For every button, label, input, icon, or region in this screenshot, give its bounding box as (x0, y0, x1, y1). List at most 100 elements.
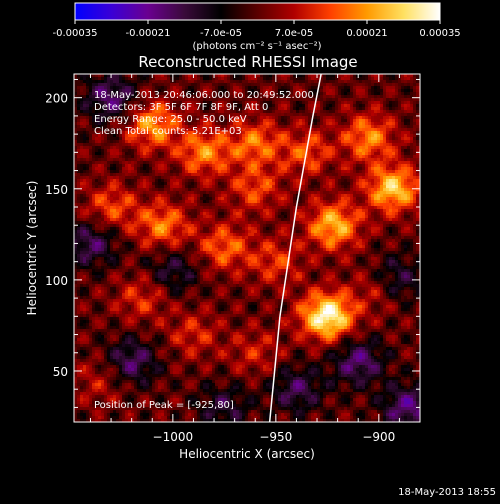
heatmap-cell (119, 185, 123, 189)
heatmap-cell (161, 239, 165, 243)
heatmap-cell (110, 311, 114, 315)
heatmap-cell (98, 290, 102, 294)
heatmap-cell (113, 260, 117, 264)
heatmap-cell (125, 227, 129, 231)
heatmap-cell (143, 218, 147, 222)
heatmap-cell (95, 314, 99, 318)
heatmap-cell (200, 359, 204, 363)
heatmap-cell (125, 272, 129, 276)
heatmap-cell (134, 365, 138, 369)
heatmap-cell (98, 197, 102, 201)
heatmap-cell (77, 266, 81, 270)
heatmap-cell (161, 152, 165, 156)
heatmap-cell (104, 230, 108, 234)
heatmap-cell (92, 269, 96, 273)
heatmap-cell (191, 140, 195, 144)
heatmap-cell (188, 194, 192, 198)
heatmap-cell (128, 353, 132, 357)
heatmap-cell (74, 281, 78, 285)
heatmap-cell (185, 275, 189, 279)
heatmap-cell (98, 341, 102, 345)
heatmap-cell (134, 389, 138, 393)
heatmap-cell (170, 380, 174, 384)
heatmap-cell (143, 329, 147, 333)
heatmap-cell (185, 338, 189, 342)
heatmap-cell (197, 245, 201, 249)
heatmap-cell (122, 371, 126, 375)
heatmap-cell (104, 332, 108, 336)
heatmap-cell (140, 203, 144, 207)
heatmap-cell (167, 323, 171, 327)
heatmap-cell (74, 155, 78, 159)
heatmap-cell (158, 218, 162, 222)
heatmap-cell (131, 266, 135, 270)
heatmap-cell (146, 146, 150, 150)
heatmap-cell (146, 218, 150, 222)
heatmap-cell (128, 74, 132, 78)
heatmap-cell (143, 371, 147, 375)
heatmap-cell (185, 314, 189, 318)
heatmap-cell (83, 257, 87, 261)
heatmap-cell (143, 155, 147, 159)
heatmap-cell (86, 311, 90, 315)
heatmap-cell (134, 239, 138, 243)
heatmap-cell (164, 335, 168, 339)
heatmap-cell (86, 188, 90, 192)
heatmap-cell (137, 236, 141, 240)
heatmap-cell (128, 287, 132, 291)
heatmap-cell (188, 317, 192, 321)
heatmap-cell (137, 224, 141, 228)
heatmap-cell (119, 203, 123, 207)
heatmap-cell (89, 314, 93, 318)
heatmap-cell (125, 203, 129, 207)
heatmap-cell (104, 209, 108, 213)
heatmap-cell (86, 389, 90, 393)
heatmap-cell (101, 353, 105, 357)
heatmap-cell (116, 182, 120, 186)
heatmap-cell (191, 374, 195, 378)
heatmap-cell (188, 230, 192, 234)
heatmap-cell (164, 188, 168, 192)
heatmap-cell (134, 251, 138, 255)
heatmap-cell (122, 182, 126, 186)
heatmap-cell (131, 176, 135, 180)
heatmap-cell (89, 119, 93, 123)
heatmap-cell (188, 74, 192, 78)
heatmap-cell (92, 185, 96, 189)
heatmap-cell (95, 173, 99, 177)
heatmap-cell (137, 308, 141, 312)
heatmap-cell (167, 359, 171, 363)
heatmap-cell (182, 158, 186, 162)
heatmap-cell (179, 392, 183, 396)
heatmap-cell (197, 74, 201, 78)
heatmap-cell (104, 191, 108, 195)
heatmap-cell (185, 236, 189, 240)
heatmap-cell (146, 260, 150, 264)
heatmap-cell (122, 308, 126, 312)
heatmap-cell (77, 92, 81, 96)
heatmap-cell (98, 140, 102, 144)
heatmap-cell (194, 338, 198, 342)
heatmap-cell (116, 323, 120, 327)
heatmap-cell (197, 383, 201, 387)
heatmap-cell (149, 329, 153, 333)
heatmap-cell (134, 164, 138, 168)
heatmap-cell (164, 353, 168, 357)
heatmap-cell (101, 212, 105, 216)
heatmap-cell (80, 251, 84, 255)
heatmap-cell (155, 389, 159, 393)
heatmap-cell (188, 251, 192, 255)
heatmap-cell (164, 311, 168, 315)
heatmap-cell (194, 185, 198, 189)
heatmap-cell (182, 278, 186, 282)
heatmap-cell (182, 197, 186, 201)
heatmap-cell (191, 290, 195, 294)
heatmap-cell (107, 233, 111, 237)
heatmap-cell (98, 353, 102, 357)
heatmap-cell (86, 128, 90, 132)
heatmap-cell (134, 356, 138, 360)
heatmap-cell (164, 281, 168, 285)
heatmap-cell (110, 188, 114, 192)
heatmap-cell (107, 275, 111, 279)
heatmap-cell (182, 242, 186, 246)
